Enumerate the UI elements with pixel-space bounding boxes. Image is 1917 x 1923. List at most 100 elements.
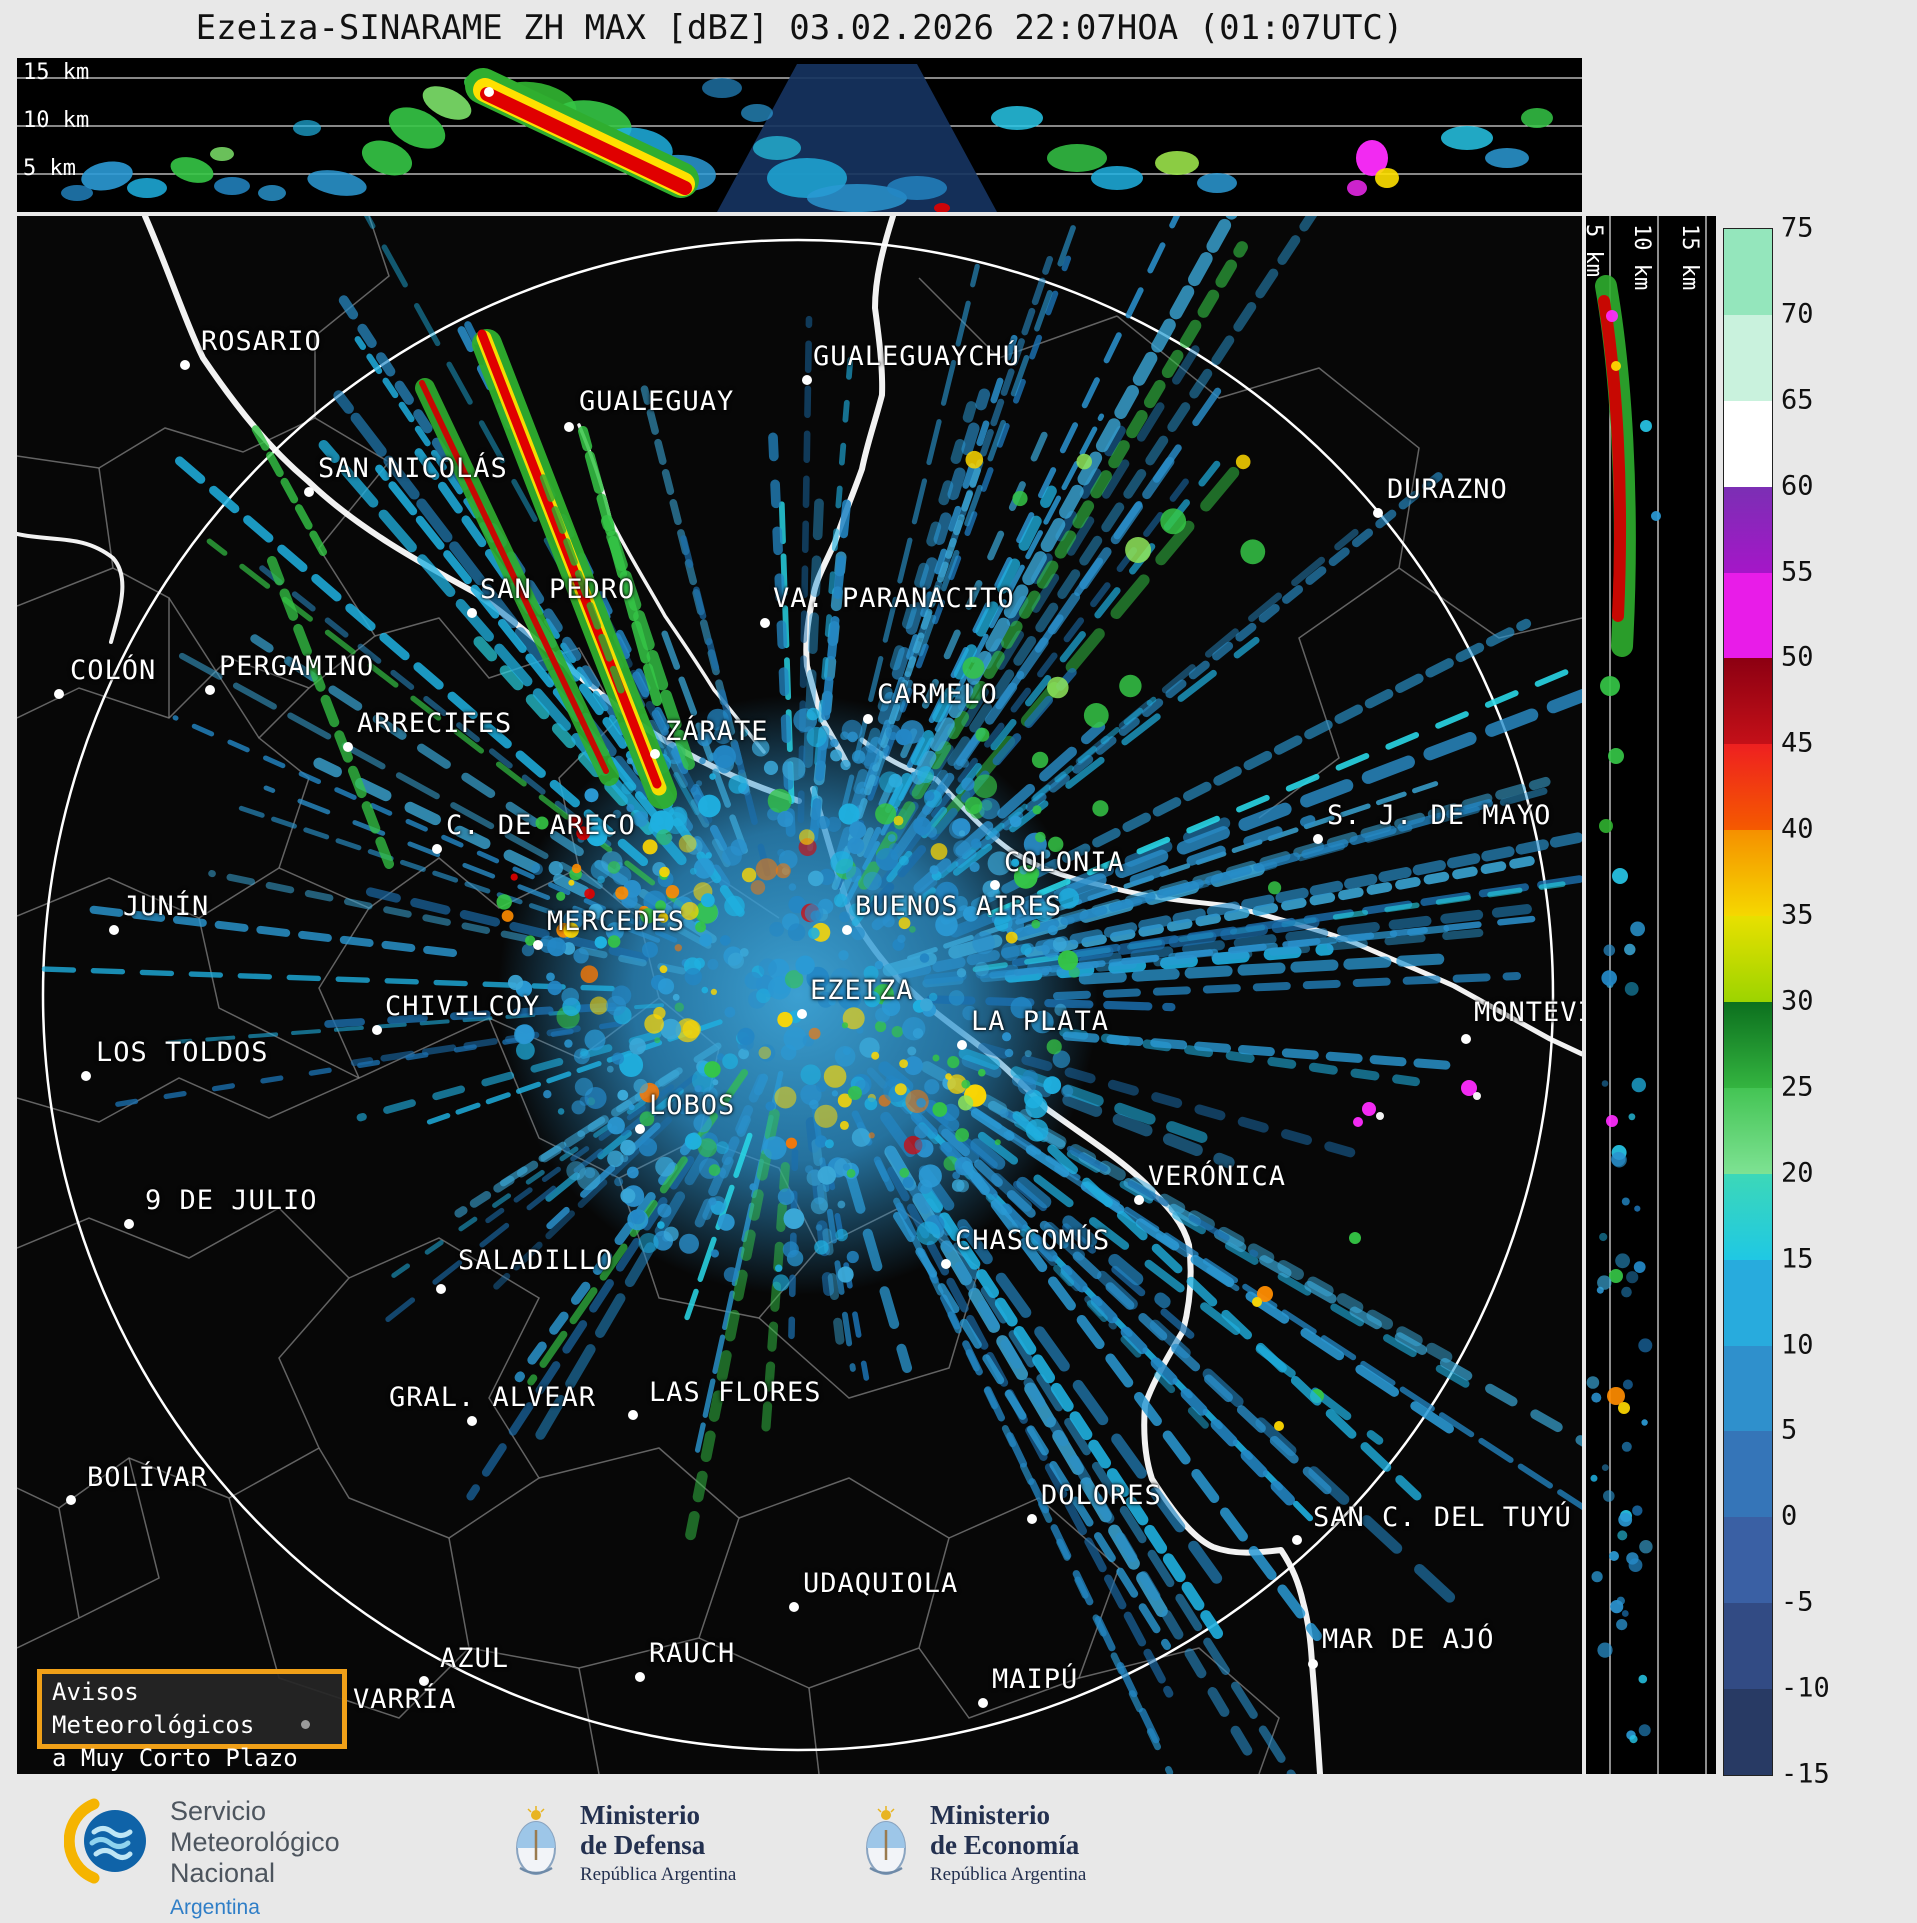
- colorbar-segment: [1724, 1603, 1772, 1690]
- city-dot: [467, 1416, 477, 1426]
- colorbar-segment: [1724, 1087, 1772, 1174]
- top-cross-section-panel: 15 km 10 km 5 km: [17, 58, 1582, 212]
- city-dot: [205, 685, 215, 695]
- city-label: COLONIA: [1004, 846, 1125, 878]
- city-dot: [941, 1259, 951, 1269]
- economia-line3: República Argentina: [930, 1864, 1087, 1885]
- top-cross-section-plot: [17, 64, 1582, 212]
- city-label: DOLORES: [1041, 1479, 1162, 1511]
- city-dot: [797, 1009, 807, 1019]
- city-label: C. DE ARECO: [446, 809, 636, 841]
- colorbar-segment: [1724, 1173, 1772, 1260]
- city-dot: [789, 1602, 799, 1612]
- colorbar-segment: [1724, 1259, 1772, 1346]
- city-label: SAN C. DEL TUYÚ: [1313, 1501, 1572, 1533]
- city-dot: [1027, 1514, 1037, 1524]
- right-cross-section-plot: [1586, 216, 1707, 1774]
- city-label: GRAL. ALVEAR: [389, 1381, 597, 1413]
- city-label: SAN NICOLÁS: [318, 452, 508, 484]
- warning-line2: a Muy Corto Plazo: [52, 1744, 298, 1772]
- colorbar-tick-label: 65: [1781, 384, 1814, 416]
- economia-line1: Ministerio: [930, 1800, 1050, 1830]
- colorbar-tick-label: 75: [1781, 212, 1814, 244]
- city-label: SALADILLO: [458, 1244, 614, 1276]
- city-dot: [990, 880, 1000, 890]
- colorbar-segment: [1724, 1517, 1772, 1604]
- city-dot: [863, 714, 873, 724]
- smn-line4: Argentina: [170, 1896, 260, 1919]
- smn-logo-icon: [64, 1798, 146, 1884]
- city-label: UDAQUIOLA: [803, 1567, 959, 1599]
- city-label: ARRECIFES: [357, 707, 513, 739]
- city-label: MAR DE AJÓ: [1322, 1623, 1495, 1655]
- colorbar-segment: [1724, 830, 1772, 917]
- colorbar-segment: [1724, 486, 1772, 573]
- ministry-defensa-brand: Ministerio de Defensa República Argentin…: [508, 1800, 736, 1886]
- city-label: S. J. DE MAYO: [1327, 799, 1552, 831]
- colorbar-segment: [1724, 658, 1772, 745]
- radar-echoes: [35, 216, 1582, 1774]
- city-label: 9 DE JULIO: [145, 1184, 318, 1216]
- city-label: GUALEGUAYCHÚ: [813, 340, 1021, 372]
- city-label: VA. PARANACITO: [773, 582, 1015, 614]
- city-label: CARMELO: [877, 678, 998, 710]
- city-label: VARRÍA: [353, 1683, 457, 1715]
- city-label: LOBOS: [649, 1089, 736, 1121]
- city-label: LAS FLORES: [649, 1376, 822, 1408]
- city-label: VERÓNICA: [1148, 1160, 1287, 1192]
- city-dot: [419, 1676, 429, 1686]
- city-dot: [1461, 1034, 1471, 1044]
- colorbar-segment: [1724, 1345, 1772, 1432]
- colorbar-tick-label: 5: [1781, 1414, 1798, 1446]
- smn-line3: Nacional: [170, 1858, 276, 1888]
- colorbar-segment: [1724, 744, 1772, 831]
- city-dot: [564, 422, 574, 432]
- city-dot: [436, 1284, 446, 1294]
- defensa-line3: República Argentina: [580, 1864, 737, 1885]
- height-label-15km: 15 km: [23, 60, 90, 85]
- colorbar-segment: [1724, 572, 1772, 659]
- colorbar-tick-label: 60: [1781, 470, 1814, 502]
- city-label: MERCEDES: [547, 905, 686, 937]
- city-dot: [978, 1698, 988, 1708]
- city-dot: [1292, 1535, 1302, 1545]
- height-label-15km-right: 15 km: [1677, 224, 1702, 291]
- defensa-line1: Ministerio: [580, 1800, 700, 1830]
- argentina-coat-of-arms-icon: [516, 1806, 556, 1875]
- city-dot: [842, 925, 852, 935]
- city-label: SAN PEDRO: [480, 573, 636, 605]
- colorbar-tick-label: 10: [1781, 1329, 1814, 1361]
- city-label: MONTEVIDEO: [1474, 996, 1582, 1028]
- range-ring: [41, 238, 1555, 1752]
- city-dot: [432, 844, 442, 854]
- city-dot: [760, 618, 770, 628]
- city-dot: [124, 1219, 134, 1229]
- ministry-defensa-text: Ministerio de Defensa República Argentin…: [580, 1800, 736, 1886]
- ministry-economia-brand: Ministerio de Economía República Argenti…: [858, 1800, 1086, 1886]
- city-dot: [109, 925, 119, 935]
- smn-wordmark: Servicio Meteorológico Nacional Argentin…: [170, 1796, 340, 1923]
- warning-line1: Avisos Meteorológicos: [52, 1678, 255, 1739]
- colorbar-tick-label: 25: [1781, 1071, 1814, 1103]
- city-labels-layer: ROSARIO GUALEGUAYCHÚ GUALEGUAY SAN NICOLÁS D…: [17, 216, 1582, 1774]
- city-dot: [343, 742, 353, 752]
- page-title: Ezeiza-SINARAME ZH MAX [dBZ] 03.02.2026 …: [195, 8, 1404, 48]
- colorbar-segment: [1724, 1689, 1772, 1776]
- city-dot: [304, 487, 314, 497]
- city-dot: [467, 608, 477, 618]
- argentina-coat-of-arms-icon: [866, 1806, 906, 1875]
- colorbar-tick-label: 15: [1781, 1243, 1814, 1275]
- colorbar: [1723, 228, 1773, 1776]
- city-dot: [66, 1495, 76, 1505]
- city-label: EZEIZA: [810, 974, 914, 1006]
- colorbar-tick-label: 40: [1781, 813, 1814, 845]
- city-dot: [635, 1124, 645, 1134]
- city-label: JUNÍN: [123, 890, 210, 922]
- city-label: AZUL: [440, 1642, 510, 1674]
- city-dot: [628, 1410, 638, 1420]
- colorbar-tick-label: 0: [1781, 1500, 1798, 1532]
- city-dot: [81, 1071, 91, 1081]
- city-dot: [957, 1040, 967, 1050]
- colorbar-tick-label: 55: [1781, 556, 1814, 588]
- colorbar-tick-label: 20: [1781, 1157, 1814, 1189]
